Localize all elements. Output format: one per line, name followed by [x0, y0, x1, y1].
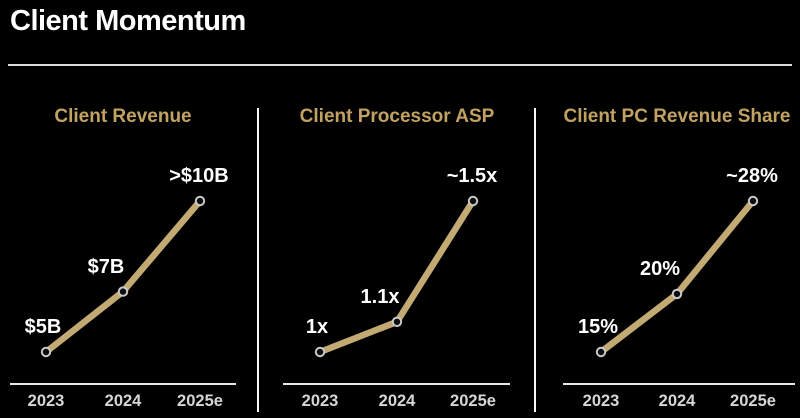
x-tick-label-2025e: 2025e [450, 392, 496, 410]
data-label-2025e: ~1.5x [446, 165, 498, 187]
x-tick-label-2025e: 2025e [177, 392, 223, 410]
data-label-2023: $5B [24, 316, 62, 338]
x-tick-label-2024: 2024 [658, 392, 696, 410]
data-label-2023: 15% [577, 316, 619, 338]
x-axis-line [283, 383, 510, 385]
x-tick-label-2024: 2024 [104, 392, 142, 410]
data-label-2023: 1x [305, 316, 329, 338]
chart-title-client-pc-revenue-share: Client PC Revenue Share [563, 106, 791, 127]
x-axis-line [10, 383, 236, 385]
data-label-2025e: >$10B [169, 165, 229, 187]
x-tick-label-2025e: 2025e [730, 392, 776, 410]
data-label-2024: 1.1x [360, 285, 400, 308]
title-divider-line [8, 64, 792, 66]
data-label-2024: $7B [87, 255, 125, 278]
x-tick-label-2023: 2023 [301, 392, 339, 410]
data-label-2025e: ~28% [726, 165, 778, 187]
x-tick-label-2023: 2023 [582, 392, 620, 410]
x-tick-label-2024: 2024 [378, 392, 416, 410]
panel-divider-1 [257, 108, 259, 412]
panel-divider-2 [534, 108, 536, 412]
data-label-2024: 20% [639, 257, 681, 280]
x-tick-label-2023: 2023 [27, 392, 65, 410]
x-axis-line [563, 383, 795, 385]
chart-title-client-revenue: Client Revenue [54, 106, 192, 127]
page-title: Client Momentum [10, 5, 246, 37]
chart-title-client-processor-asp: Client Processor ASP [299, 106, 495, 127]
